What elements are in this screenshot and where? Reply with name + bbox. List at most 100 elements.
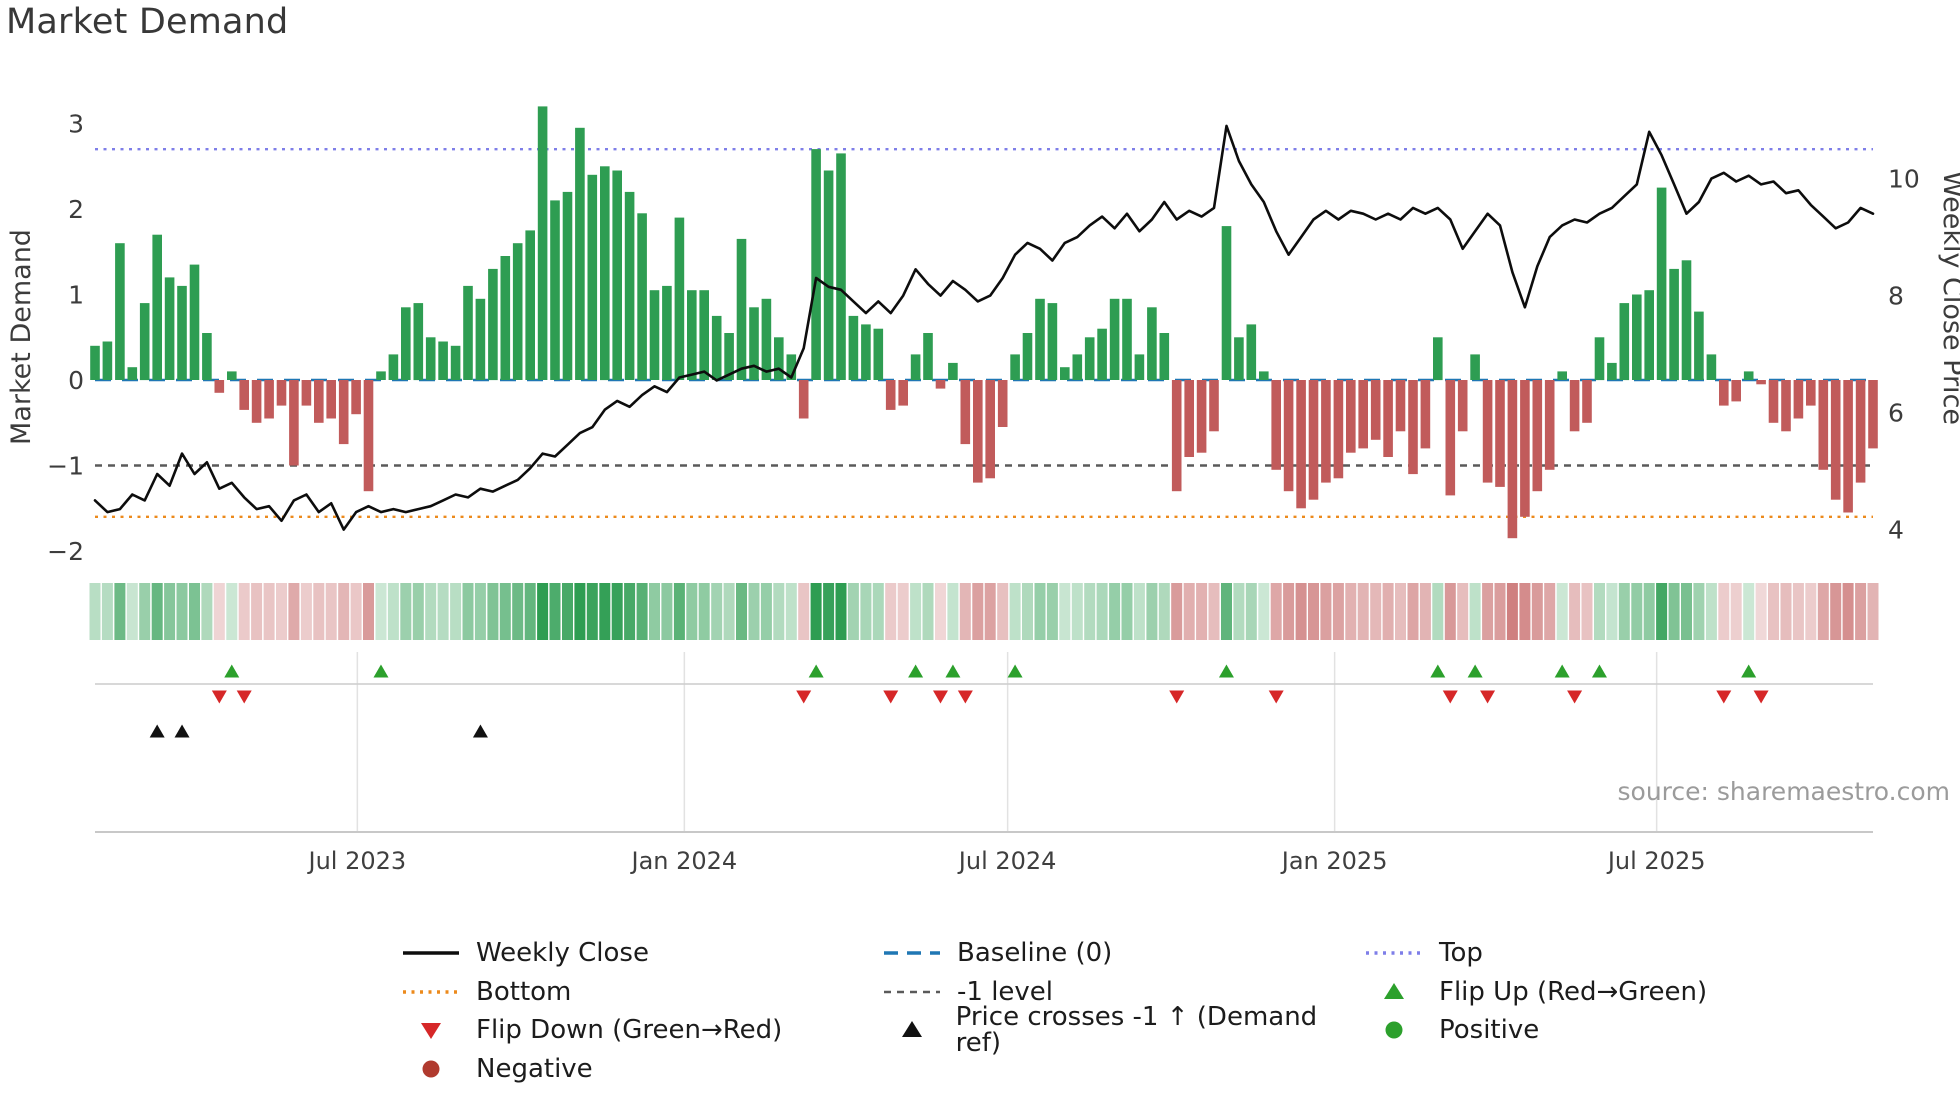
flip-down-icon <box>883 690 899 704</box>
legend-item-price-crosses-1-demand-ref: Price crosses -1 ↑ (Demand ref) <box>880 1004 1362 1056</box>
demand-bar-positive <box>861 324 871 380</box>
flip-up-icon <box>224 664 240 678</box>
heatmap-cell <box>711 583 723 640</box>
heatmap-cell <box>462 583 474 640</box>
demand-bar-negative <box>276 380 287 406</box>
swatch-triangle <box>1384 982 1404 999</box>
heatmap-cell <box>1283 583 1295 640</box>
demand-bar-negative <box>1507 380 1518 539</box>
demand-bar-positive <box>1594 337 1605 381</box>
heatmap-cell <box>1519 583 1531 640</box>
demand-bar-negative <box>798 380 809 419</box>
demand-bar-positive <box>537 106 548 381</box>
x-axis-tick-label: Jan 2024 <box>629 847 737 875</box>
flip-down-markers <box>211 690 1769 704</box>
demand-bar-positive <box>1669 268 1679 381</box>
demand-bar-positive <box>1433 337 1443 381</box>
heatmap-cell <box>586 583 598 640</box>
demand-bar-positive <box>1159 333 1170 380</box>
demand-bar-negative <box>1768 380 1779 423</box>
lower-panel-lines <box>95 652 1873 833</box>
heatmap-cell <box>997 583 1009 640</box>
legend-item-negative: Negative <box>399 1055 880 1083</box>
heatmap-cell <box>860 583 872 640</box>
heatmap-cell <box>1506 583 1518 640</box>
heatmap-cell <box>736 583 747 640</box>
heatmap-cell <box>972 583 984 640</box>
heatmap-cell <box>1805 583 1817 640</box>
demand-bar-positive <box>699 290 709 380</box>
heatmap-cell <box>1531 583 1543 640</box>
demand-bar-positive <box>575 127 585 380</box>
demand-bar-positive <box>1632 294 1642 380</box>
demand-bar-positive <box>1644 290 1654 380</box>
heatmap-cell <box>1768 583 1779 640</box>
legend-label: Negative <box>476 1053 593 1084</box>
demand-bar-positive <box>450 345 461 380</box>
heatmap-cell <box>1146 583 1158 640</box>
heatmap-cell <box>276 583 287 640</box>
heatmap-cell <box>847 583 859 640</box>
heatmap-cell <box>1656 583 1668 640</box>
heatmap-cell <box>1681 583 1692 640</box>
left-axis-title: Market Demand <box>6 229 37 445</box>
heatmap-cell <box>1308 583 1319 640</box>
demand-bar-negative <box>1520 380 1530 517</box>
heatmap-cell <box>313 583 325 640</box>
demand-bar-positive <box>749 307 759 380</box>
demand-bar-negative <box>1370 380 1381 440</box>
price-cross-icon <box>472 724 488 738</box>
demand-bar-negative <box>1358 380 1368 449</box>
heatmap-cell <box>1817 583 1829 640</box>
demand-bar-negative <box>1855 380 1866 483</box>
heatmap-cell <box>1867 583 1879 640</box>
demand-bar-positive <box>662 285 672 380</box>
demand-bar-positive <box>1122 298 1132 380</box>
heatmap-cell <box>1457 583 1469 640</box>
flip-down-icon <box>1753 690 1769 704</box>
flip-down-icon <box>957 690 973 704</box>
demand-bar-negative <box>935 380 946 389</box>
legend-item-baseline-0: Baseline (0) <box>880 939 1362 967</box>
heatmap-cell <box>872 583 884 640</box>
demand-bar-negative <box>251 380 262 423</box>
heatmap-cell <box>1718 583 1730 640</box>
legend-label: Flip Up (Red→Green) <box>1439 976 1708 1007</box>
heatmap-cell <box>959 583 971 640</box>
demand-bar-positive <box>600 166 610 381</box>
demand-bar-positive <box>1134 354 1145 380</box>
heatmap-cell <box>723 583 735 640</box>
heatmap-cell <box>338 583 350 640</box>
heatmap-cell <box>263 583 275 640</box>
demand-bar-negative <box>289 380 299 466</box>
demand-bars <box>90 106 1878 539</box>
demand-bar-positive <box>401 307 411 380</box>
demand-bar-negative <box>1395 380 1406 432</box>
demand-bar-negative <box>885 380 896 410</box>
demand-bar-negative <box>1308 380 1319 500</box>
demand-bar-positive <box>1072 354 1083 380</box>
heatmap-cell <box>1780 583 1792 640</box>
heatmap-cell <box>101 583 113 640</box>
demand-bar-negative <box>264 380 274 419</box>
demand-bar-negative <box>1544 380 1555 470</box>
demand-bar-positive <box>1084 337 1095 381</box>
heatmap-cell <box>798 583 810 640</box>
price-cross-icon <box>149 724 165 738</box>
swatch-triangle <box>421 1023 441 1040</box>
heatmap-cell <box>1196 583 1208 640</box>
heatmap-cell <box>935 583 946 640</box>
demand-bar-positive <box>786 354 797 380</box>
page-title: Market Demand <box>6 2 289 42</box>
flip-down-icon <box>796 690 812 704</box>
positive-icon <box>1385 1021 1403 1039</box>
heatmap-cell <box>1730 583 1742 640</box>
heatmap-cell <box>984 583 996 640</box>
flip-up-icon <box>1554 664 1570 678</box>
negative-icon <box>422 1060 440 1078</box>
demand-bar-positive <box>1221 226 1232 380</box>
weekly-close-path <box>93 124 1875 531</box>
demand-bar-negative <box>1271 380 1281 470</box>
legend-item-flip-down-green-red: Flip Down (Green→Red) <box>399 1016 880 1044</box>
heatmap-cell <box>1109 583 1121 640</box>
